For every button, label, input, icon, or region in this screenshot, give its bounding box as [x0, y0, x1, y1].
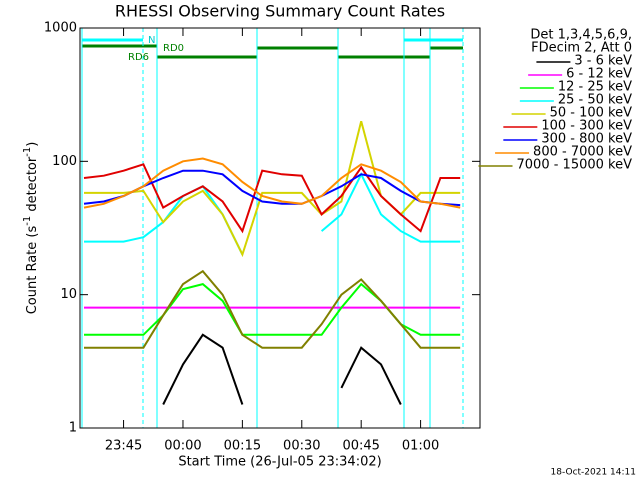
- legend-label: 12 - 25 keV: [558, 80, 632, 95]
- legend-label: 3 - 6 keV: [574, 54, 632, 69]
- annotation: N: [148, 35, 155, 46]
- y-axis-label: Count Rate (s-1 detector-1): [22, 142, 40, 315]
- legend-label: 7000 - 15000 keV: [517, 158, 633, 173]
- series-line: [83, 157, 461, 209]
- annotation: RD6: [128, 52, 149, 63]
- y-tick-label: 1: [69, 421, 77, 436]
- x-tick-label: 00:15: [224, 439, 261, 454]
- annotation: RD0: [163, 43, 184, 54]
- y-label-part: Count Rate (s: [25, 226, 40, 315]
- legend-label: 50 - 100 keV: [550, 106, 633, 121]
- y-tick-label: 100: [52, 154, 77, 169]
- legend-header: FDecim 2, Att 0: [531, 41, 632, 56]
- y-label-sup: -1: [22, 216, 33, 226]
- chart-title: RHESSI Observing Summary Count Rates: [115, 2, 445, 21]
- y-tick-label: 10: [60, 287, 77, 302]
- series-line: [84, 269, 461, 349]
- legend-label: 100 - 300 keV: [541, 119, 632, 134]
- plot-frame: [79, 27, 481, 429]
- legend-header: Det 1,3,4,5,6,9,: [530, 28, 632, 43]
- x-tick-label: 00:30: [283, 439, 320, 454]
- x-tick-label: 00:45: [342, 439, 379, 454]
- series-line: [162, 333, 402, 405]
- x-tick-label: 00:00: [164, 439, 201, 454]
- y-tick-label: 1000: [44, 21, 77, 36]
- y-label-sup: -1: [22, 147, 33, 157]
- series-line: [83, 163, 461, 234]
- y-label-part: ): [25, 142, 40, 147]
- legend-label: 800 - 7000 keV: [533, 145, 632, 160]
- legend-label: 6 - 12 keV: [566, 67, 632, 82]
- flag-bars: [82, 38, 463, 59]
- x-tick-label: 01:00: [402, 439, 439, 454]
- legend-label: 300 - 800 keV: [541, 132, 632, 147]
- legend-label: 25 - 50 keV: [558, 93, 632, 108]
- timestamp: 18-Oct-2021 14:11: [551, 468, 636, 478]
- x-axis-label: Start Time (26-Jul-05 23:34:02): [178, 455, 381, 470]
- x-tick-label: 23:45: [105, 439, 142, 454]
- y-label-part: detector: [25, 156, 40, 216]
